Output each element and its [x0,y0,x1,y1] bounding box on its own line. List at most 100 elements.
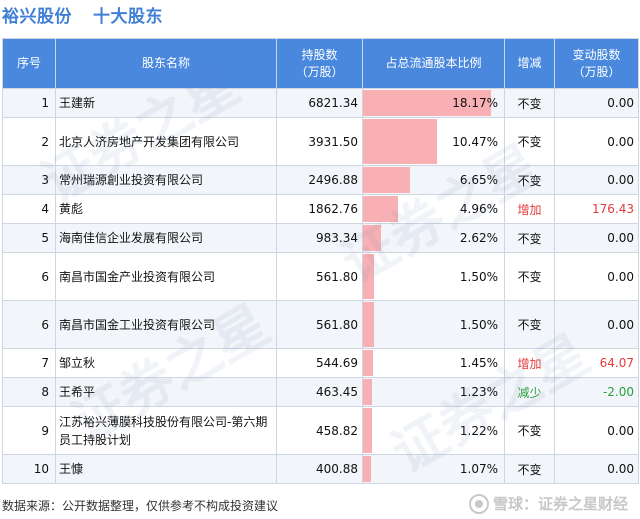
cell-change: 不变 [504,406,555,455]
ratio-bar [363,456,371,482]
table-row: 6 南昌市国金工业投资有限公司 561.80 1.50% 不变 0.00 [2,300,639,349]
header-change-qty-line1: 变动股数 [572,47,621,62]
cell-change-qty: 0.00 [554,88,639,118]
header-ratio: 占总流通股本比例 [362,38,505,89]
cell-holding: 561.80 [276,252,363,301]
cell-ratio: 1.22% [362,406,505,455]
data-source-note: 数据来源：公开数据整理，仅供参考不构成投资建议 [2,499,279,513]
shareholders-table-container: 序号 股东名称 持股数 （万股） 占总流通股本比例 增减 变动股数 （万股） 1… [2,38,639,484]
cell-change-qty: 176.43 [554,194,639,224]
ratio-bar [363,254,374,299]
ratio-text: 1.23% [459,385,498,399]
header-index: 序号 [2,38,56,89]
ratio-bar [363,196,398,222]
cell-change-qty: 0.00 [554,165,639,195]
cell-change: 不变 [504,252,555,301]
cell-change: 增加 [504,194,555,224]
cell-index: 3 [2,165,56,195]
ratio-text: 6.65% [459,173,498,187]
cell-holding: 2496.88 [276,165,363,195]
cell-index: 1 [2,88,56,118]
title-bar: 裕兴股份 十大股东 [0,0,640,36]
cell-index: 10 [2,454,56,484]
cell-change: 减少 [504,377,555,407]
table-row: 9 江苏裕兴薄膜科技股份有限公司-第六期员工持股计划 458.82 1.22% 不变 0.… [2,406,639,455]
cell-change: 不变 [504,300,555,349]
cell-change: 增加 [504,348,555,378]
cell-index: 2 [2,117,56,166]
cell-change: 不变 [504,88,555,118]
cell-index: 8 [2,377,56,407]
ratio-text: 1.50% [459,269,498,284]
ratio-bar [363,408,372,453]
cell-change-qty: -2.00 [554,377,639,407]
table-body: 1 王建新 6821.34 18.17% 不变 0.00 2 北京人济房地产开发集团有限公司 3… [2,88,639,484]
cell-ratio: 10.47% [362,117,505,166]
ratio-bar [363,225,382,251]
cell-change-qty: 0.00 [554,117,639,166]
table-row: 6 南昌市国金产业投资有限公司 561.80 1.50% 不变 0.00 [2,252,639,301]
ratio-bar [363,167,410,193]
cell-holding: 458.82 [276,406,363,455]
header-name: 股东名称 [55,38,277,89]
cell-name: 南昌市国金工业投资有限公司 [55,300,277,349]
cell-ratio: 4.96% [362,194,505,224]
table-row: 4 黄彪 1862.76 4.96% 增加 176.43 [2,194,639,224]
cell-change-qty: 0.00 [554,300,639,349]
ratio-text: 1.07% [459,462,498,476]
ratio-bar [363,379,372,405]
cell-index: 5 [2,223,56,253]
header-change: 增减 [504,38,555,89]
cell-name: 常州瑞源創业投资有限公司 [55,165,277,195]
brand-text: 雪球：证券之星财经 [492,495,628,513]
header-change-qty: 变动股数 （万股） [554,38,639,89]
ratio-bar [363,302,374,347]
cell-ratio: 1.50% [362,300,505,349]
cell-change-qty: 0.00 [554,223,639,253]
cell-name: 黄彪 [55,194,277,224]
shareholders-table: 序号 股东名称 持股数 （万股） 占总流通股本比例 增减 变动股数 （万股） 1… [2,38,639,484]
cell-ratio: 6.65% [362,165,505,195]
ratio-text: 1.45% [459,356,498,370]
ratio-text: 4.96% [459,202,498,216]
cell-change: 不变 [504,117,555,166]
cell-ratio: 1.50% [362,252,505,301]
cell-change-qty: 0.00 [554,406,639,455]
ratio-bar [363,90,492,116]
ratio-text: 10.47% [452,134,498,149]
cell-name: 邹立秋 [55,348,277,378]
header-holding-line1: 持股数 [301,47,338,62]
cell-change-qty: 0.00 [554,454,639,484]
ratio-text: 1.22% [459,423,498,438]
cell-ratio: 2.62% [362,223,505,253]
cell-holding: 463.45 [276,377,363,407]
table-header-row: 序号 股东名称 持股数 （万股） 占总流通股本比例 增减 变动股数 （万股） [2,38,639,89]
cell-holding: 6821.34 [276,88,363,118]
ratio-text: 18.17% [452,96,498,110]
cell-name: 北京人济房地产开发集团有限公司 [55,117,277,166]
table-row: 7 邹立秋 544.69 1.45% 增加 64.07 [2,348,639,378]
cell-name: 海南佳信企业发展有限公司 [55,223,277,253]
ratio-bar [363,350,374,376]
cell-holding: 561.80 [276,300,363,349]
cell-change: 不变 [504,223,555,253]
cell-index: 7 [2,348,56,378]
cell-index: 9 [2,406,56,455]
cell-ratio: 18.17% [362,88,505,118]
cell-ratio: 1.45% [362,348,505,378]
cell-change-qty: 64.07 [554,348,639,378]
table-row: 2 北京人济房地产开发集团有限公司 3931.50 10.47% 不变 0.00 [2,117,639,166]
table-row: 10 王慷 400.88 1.07% 不变 0.00 [2,454,639,484]
cell-holding: 1862.76 [276,194,363,224]
cell-name: 江苏裕兴薄膜科技股份有限公司-第六期员工持股计划 [55,406,277,455]
section-title: 十大股东 [93,7,163,27]
table-row: 8 王希平 463.45 1.23% 减少 -2.00 [2,377,639,407]
cell-ratio: 1.07% [362,454,505,484]
cell-change-qty: 0.00 [554,252,639,301]
cell-name: 王建新 [55,88,277,118]
cell-index: 6 [2,252,56,301]
header-change-qty-line2: （万股） [572,64,621,79]
cell-name: 王希平 [55,377,277,407]
cell-name: 王慷 [55,454,277,484]
cell-change: 不变 [504,165,555,195]
